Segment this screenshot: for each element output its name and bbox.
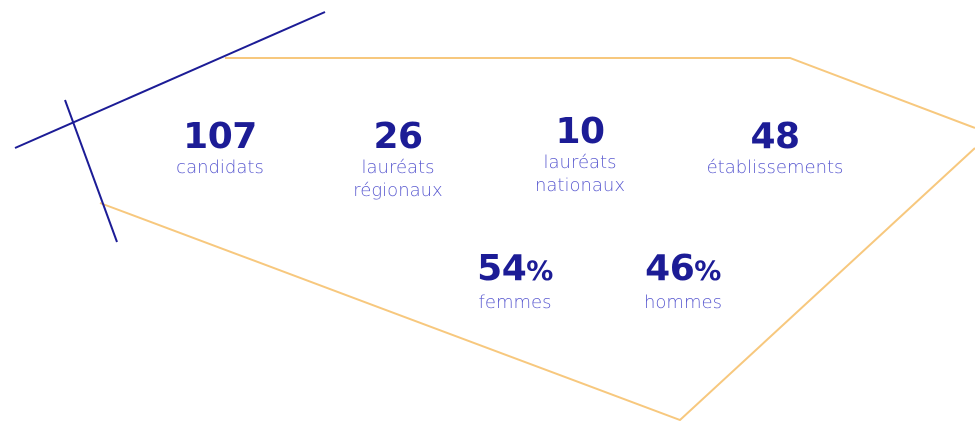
frame-line	[225, 57, 975, 129]
accent-line	[64, 99, 118, 243]
stat-number: 54	[477, 248, 527, 289]
stat-value: 48	[675, 118, 875, 156]
stat-value: 107	[120, 118, 320, 156]
frame-line	[99, 147, 975, 421]
stat-number: 26	[373, 116, 423, 157]
stat: 10 lauréats nationaux	[480, 113, 680, 197]
stat-label: nationaux	[534, 175, 625, 196]
stat-unit: %	[694, 256, 721, 287]
stat-number: 48	[750, 116, 800, 157]
stat: 54% femmes	[415, 250, 615, 314]
accent-line	[14, 11, 326, 149]
stat-value: 10	[480, 113, 680, 151]
stat: 46% hommes	[583, 250, 783, 314]
stat-label: établissements	[706, 157, 844, 178]
stat: 48 établissements	[675, 118, 875, 179]
stat: 107 candidats	[120, 118, 320, 179]
stat-label: femmes	[478, 292, 552, 313]
stat-label: lauréats	[543, 152, 617, 173]
stat-label: hommes	[644, 292, 722, 313]
stat-number: 46	[645, 248, 695, 289]
stat-label: lauréats	[361, 157, 435, 178]
stat-unit: %	[526, 256, 553, 287]
stat-value: 46%	[583, 250, 783, 291]
stat-number: 10	[555, 111, 605, 152]
stat-label: candidats	[176, 157, 264, 178]
stat-label: régionaux	[353, 180, 443, 201]
stat-value: 54%	[415, 250, 615, 291]
stat-number: 107	[183, 116, 257, 157]
stat-value: 26	[298, 118, 498, 156]
stat: 26 lauréats régionaux	[298, 118, 498, 202]
